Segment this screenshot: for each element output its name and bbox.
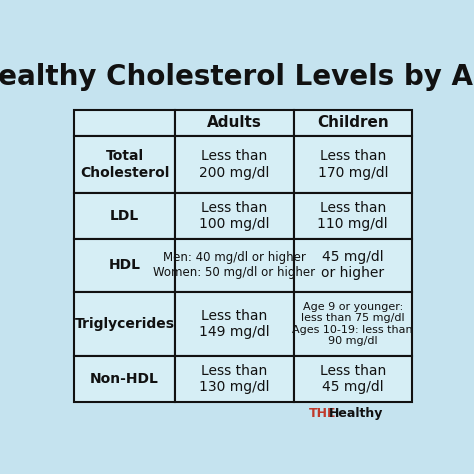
Bar: [74, 193, 175, 239]
Bar: [293, 356, 412, 402]
Bar: [74, 136, 175, 193]
Bar: [293, 239, 412, 292]
Text: Total
Cholesterol: Total Cholesterol: [80, 149, 169, 180]
Text: Less than
110 mg/dl: Less than 110 mg/dl: [318, 201, 388, 231]
Bar: [175, 239, 293, 292]
Text: Healthy Cholesterol Levels by Age: Healthy Cholesterol Levels by Age: [0, 63, 474, 91]
Text: Less than
130 mg/dl: Less than 130 mg/dl: [199, 364, 270, 394]
Text: HDL: HDL: [109, 258, 141, 272]
Bar: [74, 239, 175, 292]
Text: Triglycerides: Triglycerides: [74, 317, 174, 331]
Text: THE: THE: [309, 407, 337, 420]
Text: Less than
200 mg/dl: Less than 200 mg/dl: [199, 149, 270, 180]
Bar: [175, 136, 293, 193]
Text: Less than
149 mg/dl: Less than 149 mg/dl: [199, 309, 270, 339]
Bar: [74, 110, 175, 136]
Bar: [175, 193, 293, 239]
Text: Less than
170 mg/dl: Less than 170 mg/dl: [318, 149, 388, 180]
Text: Healthy: Healthy: [329, 407, 383, 420]
Bar: [293, 292, 412, 356]
Bar: [293, 136, 412, 193]
Bar: [74, 356, 175, 402]
Bar: [175, 110, 293, 136]
Text: Less than
100 mg/dl: Less than 100 mg/dl: [199, 201, 270, 231]
Text: Men: 40 mg/dl or higher
Women: 50 mg/dl or higher: Men: 40 mg/dl or higher Women: 50 mg/dl …: [154, 251, 316, 279]
Text: Less than
45 mg/dl: Less than 45 mg/dl: [319, 364, 386, 394]
Text: Children: Children: [317, 116, 389, 130]
Bar: [293, 110, 412, 136]
Bar: [293, 193, 412, 239]
Bar: [175, 356, 293, 402]
Bar: [74, 292, 175, 356]
Text: Non-HDL: Non-HDL: [90, 372, 159, 386]
Bar: [175, 292, 293, 356]
Text: Adults: Adults: [207, 116, 262, 130]
Text: Age 9 or younger:
less than 75 mg/dl
Ages 10-19: less than
90 mg/dl: Age 9 or younger: less than 75 mg/dl Age…: [292, 301, 413, 346]
Text: 45 mg/dl
or higher: 45 mg/dl or higher: [321, 250, 384, 280]
Text: LDL: LDL: [110, 209, 139, 223]
